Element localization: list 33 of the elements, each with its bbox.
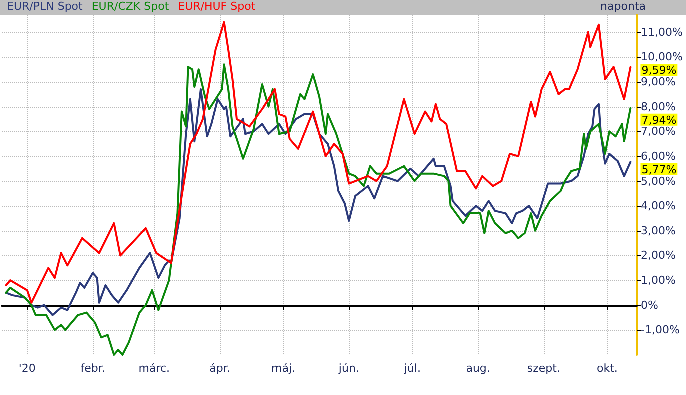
line-series xyxy=(5,21,632,304)
y-tick-label: 10,00% xyxy=(641,50,684,64)
x-tick-label: aug. xyxy=(466,362,490,375)
y-tick-label: 4,00% xyxy=(641,200,676,213)
y-tick-label: 7,00% xyxy=(641,125,676,138)
y-tick-label: 3,00% xyxy=(641,224,676,238)
x-tick-label: febr. xyxy=(80,362,106,375)
x-tick-label: márc. xyxy=(138,362,170,375)
y-tick-label: 6,00% xyxy=(641,150,676,163)
text: EUR/CZK Spot xyxy=(92,0,170,13)
annotation: 9,59% xyxy=(642,64,677,78)
line-series xyxy=(5,88,632,316)
y-tick-label: 2,00% xyxy=(641,249,676,262)
y-tick-label: 1,00% xyxy=(641,274,676,288)
y-tick-label: 0% xyxy=(641,298,659,312)
y-tick-label: 9,00% xyxy=(641,76,676,89)
y-tick-label: 8,00% xyxy=(641,100,676,114)
x-tick-label: okt. xyxy=(596,362,618,375)
x-tick-label: '20 xyxy=(18,362,36,375)
y-tick-label: -1,00% xyxy=(641,324,680,337)
annotation: 7,94% xyxy=(642,114,677,127)
x-tick-label: szept. xyxy=(527,362,560,375)
x-tick-label: ápr. xyxy=(210,362,230,375)
line-series xyxy=(5,64,632,356)
x-tick-label: júl. xyxy=(403,362,421,375)
text: naponta xyxy=(600,0,646,13)
y-tick-label: 11,00% xyxy=(641,26,684,39)
text: EUR/PLN Spot xyxy=(7,0,84,13)
x-tick-label: máj. xyxy=(272,362,296,375)
series-label: EUR/HUF Spot xyxy=(178,0,256,13)
y-tick-label: 5,00% xyxy=(641,174,676,188)
annotation: 5,77% xyxy=(642,163,677,176)
x-tick-label: jún. xyxy=(338,362,360,375)
